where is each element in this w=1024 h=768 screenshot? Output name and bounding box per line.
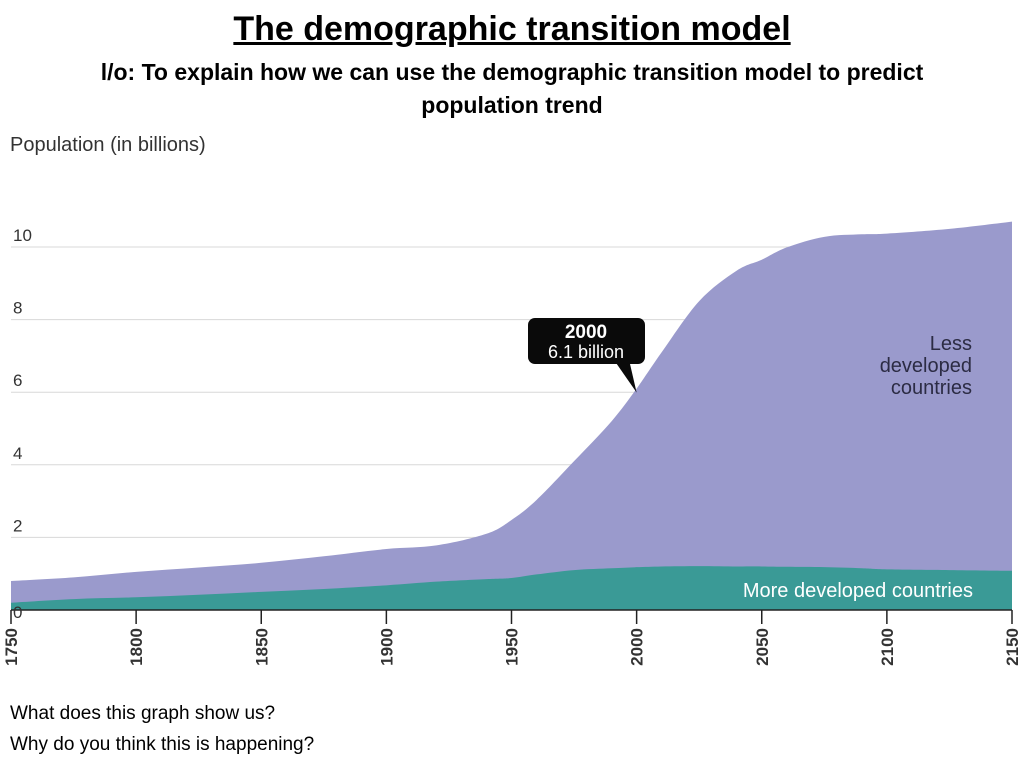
question-2: Why do you think this is happening?: [10, 734, 315, 755]
x-tick-label-1800: 1800: [127, 628, 146, 666]
page-title: The demographic transition model: [233, 10, 791, 48]
series-label-more-developed: More developed countries: [743, 580, 973, 602]
page-subtitle: l/o: To explain how we can use the demog…: [100, 59, 924, 118]
y-tick-label-6: 6: [13, 371, 22, 390]
y-tick-label-8: 8: [13, 299, 22, 318]
annotation-box: [528, 318, 645, 364]
x-tick-label-1750: 1750: [2, 628, 21, 666]
y-tick-label-4: 4: [13, 444, 22, 463]
series-label-less-developed-line-1: Less: [930, 333, 972, 355]
series-area-more-developed: [11, 566, 1012, 610]
y-axis-label: Population (in billions): [10, 134, 206, 156]
x-tick-label-2050: 2050: [753, 628, 772, 666]
x-tick-label-1850: 1850: [252, 628, 271, 666]
series-label-less-developed-line-3: countries: [891, 377, 972, 399]
question-1: What does this graph show us?: [10, 703, 276, 724]
series-label-less-developed-line-2: developed: [880, 355, 972, 377]
y-tick-label-0: 0: [13, 603, 22, 622]
x-tick-label-2100: 2100: [878, 628, 897, 666]
annotation-value: 6.1 billion: [548, 342, 624, 362]
annotation-year: 2000: [565, 322, 607, 343]
x-tick-label-2150: 2150: [1003, 628, 1022, 666]
y-tick-label-10: 10: [13, 226, 32, 245]
population-chart: 0 2 4 6 8 10 1750 1800 1850 1900 1950 2000 2050 2100 2…: [2, 221, 1022, 666]
series-area-less-developed: [11, 221, 1012, 610]
x-tick-label-1950: 1950: [503, 628, 522, 666]
x-tick-label-2000: 2000: [628, 628, 647, 666]
x-tick-label-1900: 1900: [377, 628, 396, 666]
y-tick-label-2: 2: [13, 516, 22, 535]
